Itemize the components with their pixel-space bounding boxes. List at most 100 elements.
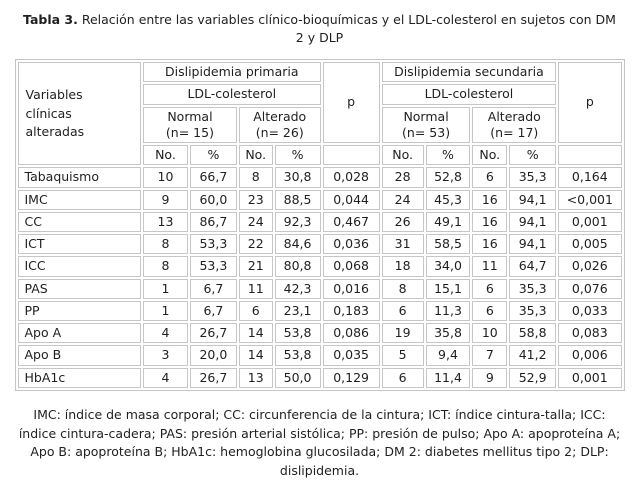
table-row: IMC 9 60,0 23 88,5 0,044 24 45,3 16 94,1 <0,001: [17, 189, 622, 210]
row-value: 14: [238, 323, 273, 344]
column-sample-size: (n= 15): [165, 124, 214, 140]
row-value: 8: [238, 167, 273, 188]
row-value: 16: [472, 211, 508, 232]
column-label: Alterado: [487, 108, 541, 124]
row-value: 6: [472, 167, 508, 188]
row-value: 10: [143, 167, 188, 188]
row-value: 53,8: [274, 323, 321, 344]
table-header: Variables clínicas alteradas Dislipidemi…: [17, 62, 622, 166]
table-row: Apo B 3 20,0 14 53,8 0,035 5 9,4 7 41,2 0,006: [17, 345, 622, 366]
row-value: 9,4: [425, 345, 471, 366]
row-value: 16: [472, 234, 508, 255]
row-value: 50,0: [274, 367, 321, 388]
percent-header: %: [274, 145, 321, 166]
row-value: 9: [472, 367, 508, 388]
row-value: 26,7: [189, 367, 237, 388]
row-value: 7: [472, 345, 508, 366]
percent-header: %: [189, 145, 237, 166]
table-title: Tabla 3. Relación entre las variables clí…: [20, 11, 620, 46]
row-variable: IMC: [17, 189, 142, 210]
corner-header-cell: Variables clínicas alteradas: [17, 62, 142, 166]
row-value: 23: [238, 189, 273, 210]
row-value: 52,8: [425, 167, 471, 188]
row-value: 0,036: [322, 234, 380, 255]
table-row: PP 1 6,7 6 23,1 0,183 6 11,3 6 35,3 0,033: [17, 300, 622, 321]
row-value: 66,7: [189, 167, 237, 188]
row-value: 15,1: [425, 278, 471, 299]
group-header-primary: Dislipidemia primaria: [143, 62, 321, 83]
page: Tabla 3. Relación entre las variables clí…: [0, 11, 639, 478]
row-value: 26: [381, 211, 424, 232]
count-header: No.: [238, 145, 273, 166]
row-variable: PP: [17, 300, 142, 321]
table-row: Apo A 4 26,7 14 53,8 0,086 19 35,8 10 58,8 0,083: [17, 323, 622, 344]
row-value: 86,7: [189, 211, 237, 232]
table-row: HbA1c 4 26,7 13 50,0 0,129 6 11,4 9 52,9 0,001: [17, 367, 622, 388]
row-variable: PAS: [17, 278, 142, 299]
row-value: 45,3: [425, 189, 471, 210]
row-value: 35,3: [509, 300, 557, 321]
row-value: 0,033: [558, 300, 622, 321]
row-value: 5: [381, 345, 424, 366]
header-row-groups: Variables clínicas alteradas Dislipidemi…: [17, 62, 622, 166]
row-value: 94,1: [509, 234, 557, 255]
empty-cell: [322, 145, 380, 166]
results-table: Variables clínicas alteradas Dislipidemi…: [14, 59, 625, 391]
column-sample-size: (n= 53): [402, 124, 451, 140]
row-value: 80,8: [274, 256, 321, 277]
header-row-units: No. % No. % No. % No. %: [18, 145, 622, 166]
row-value: 6: [472, 278, 508, 299]
table-row: CC 13 86,7 24 92,3 0,467 26 49,1 16 94,1 0,001: [17, 211, 622, 232]
row-value: 0,183: [322, 300, 380, 321]
row-value: 0,164: [558, 167, 622, 188]
row-variable: Apo B: [17, 345, 142, 366]
row-value: 9: [143, 189, 188, 210]
row-value: 11: [472, 256, 508, 277]
row-value: 11: [238, 278, 273, 299]
table-footnote: IMC: índice de masa corporal; CC: circun…: [18, 406, 621, 478]
row-value: 0,068: [322, 256, 380, 277]
row-variable: ICT: [17, 234, 142, 255]
row-value: 1: [143, 300, 188, 321]
row-value: 26,7: [189, 323, 237, 344]
table-title-text: Relación entre las variables clínico-bio…: [81, 12, 616, 45]
row-value: 0,076: [558, 278, 622, 299]
row-value: 94,1: [509, 211, 557, 232]
row-value: 0,129: [322, 367, 380, 388]
row-value: 0,001: [558, 211, 622, 232]
row-variable: ICC: [17, 256, 142, 277]
table-row: ICC 8 53,3 21 80,8 0,068 18 34,0 11 64,7 0,026: [17, 256, 622, 277]
row-value: 8: [381, 278, 424, 299]
column-label: Alterado: [253, 108, 307, 124]
group-header-secondary: Dislipidemia secundaria: [381, 62, 557, 83]
column-header-secondary-normal: Normal (n= 53): [381, 106, 471, 143]
row-value: 1: [143, 278, 188, 299]
row-value: 23,1: [274, 300, 321, 321]
row-value: 53,8: [274, 345, 321, 366]
row-value: 4: [143, 323, 188, 344]
row-value: 52,9: [509, 367, 557, 388]
row-value: 6: [472, 300, 508, 321]
row-value: 0,086: [322, 323, 380, 344]
row-value: 6: [238, 300, 273, 321]
table-row: Tabaquismo 10 66,7 8 30,8 0,028 28 52,8 6 35,3 0,1…: [17, 167, 622, 188]
row-value: 3: [143, 345, 188, 366]
row-value: 24: [381, 189, 424, 210]
row-value: 0,467: [322, 211, 380, 232]
row-value: 92,3: [274, 211, 321, 232]
row-value: 0,005: [558, 234, 622, 255]
row-value: 34,0: [425, 256, 471, 277]
row-variable: Apo A: [17, 323, 142, 344]
row-value: 41,2: [509, 345, 557, 366]
row-value: 16: [472, 189, 508, 210]
table-title-prefix: Tabla 3.: [23, 12, 78, 27]
row-variable: Tabaquismo: [17, 167, 142, 188]
row-value: 88,5: [274, 189, 321, 210]
row-value: 18: [381, 256, 424, 277]
row-value: 53,3: [189, 256, 237, 277]
table-row: ICT 8 53,3 22 84,6 0,036 31 58,5 16 94,1 0,005: [17, 234, 622, 255]
column-header-primary-alterado: Alterado (n= 26): [238, 106, 321, 143]
column-label: Normal: [167, 108, 213, 124]
row-value: 60,0: [189, 189, 237, 210]
percent-header: %: [509, 145, 557, 166]
